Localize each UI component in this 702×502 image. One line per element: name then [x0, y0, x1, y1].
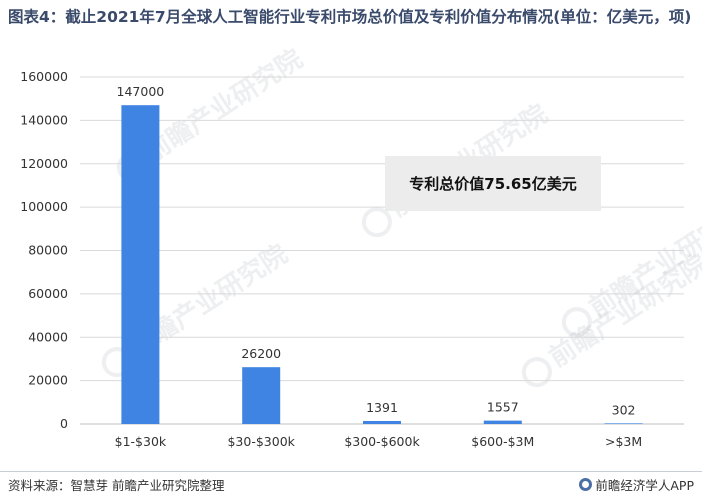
- bar: [121, 105, 160, 424]
- data-label: 147000: [117, 84, 165, 99]
- y-tick-label: 100000: [20, 199, 68, 214]
- y-tick-label: 0: [60, 416, 68, 431]
- chart-title: 图表4：截止2021年7月全球人工智能行业专利市场总价值及专利价值分布情况(单位…: [8, 6, 692, 28]
- data-label: 302: [612, 402, 636, 417]
- x-tick-label: $30-$300k: [227, 434, 295, 449]
- y-tick-label: 140000: [20, 112, 68, 127]
- brand-label: 前瞻经济学人APP: [579, 475, 694, 494]
- y-tick-label: 40000: [28, 329, 68, 344]
- total-value-text: 专利总价值75.65亿美元: [409, 175, 577, 193]
- y-tick-label: 120000: [20, 156, 68, 171]
- y-tick-label: 60000: [28, 286, 68, 301]
- bar: [483, 420, 522, 424]
- x-tick-label: $1-$30k: [115, 434, 167, 449]
- qianzhan-logo-icon: [579, 478, 593, 491]
- bar: [363, 420, 401, 424]
- source-text: 资料来源：智慧芽 前瞻产业研究院整理: [8, 478, 225, 493]
- brand-text: 前瞻经济学人APP: [595, 478, 694, 493]
- total-value-annotation: 专利总价值75.65亿美元: [385, 156, 601, 211]
- x-tick-label: $600-$3M: [471, 434, 534, 449]
- data-label: 26200: [241, 346, 281, 361]
- y-tick-label: 160000: [20, 69, 68, 84]
- data-label: 1557: [487, 400, 519, 415]
- y-tick-label: 80000: [28, 243, 68, 258]
- footer-divider: [0, 471, 702, 472]
- chart-title-text: 图表4：截止2021年7月全球人工智能行业专利市场总价值及专利价值分布情况(单位…: [8, 8, 692, 26]
- x-tick-label: >$3M: [605, 434, 642, 449]
- x-tick-label: $300-$600k: [344, 434, 420, 449]
- bar-chart: 0 20000 40000 60000 80000 100000 120000 140000 1…: [20, 69, 684, 449]
- source-note: 资料来源：智慧芽 前瞻产业研究院整理: [8, 475, 224, 494]
- y-tick-label: 20000: [28, 373, 68, 388]
- data-label: 1391: [366, 400, 398, 415]
- bar: [604, 423, 643, 424]
- bar: [242, 367, 281, 424]
